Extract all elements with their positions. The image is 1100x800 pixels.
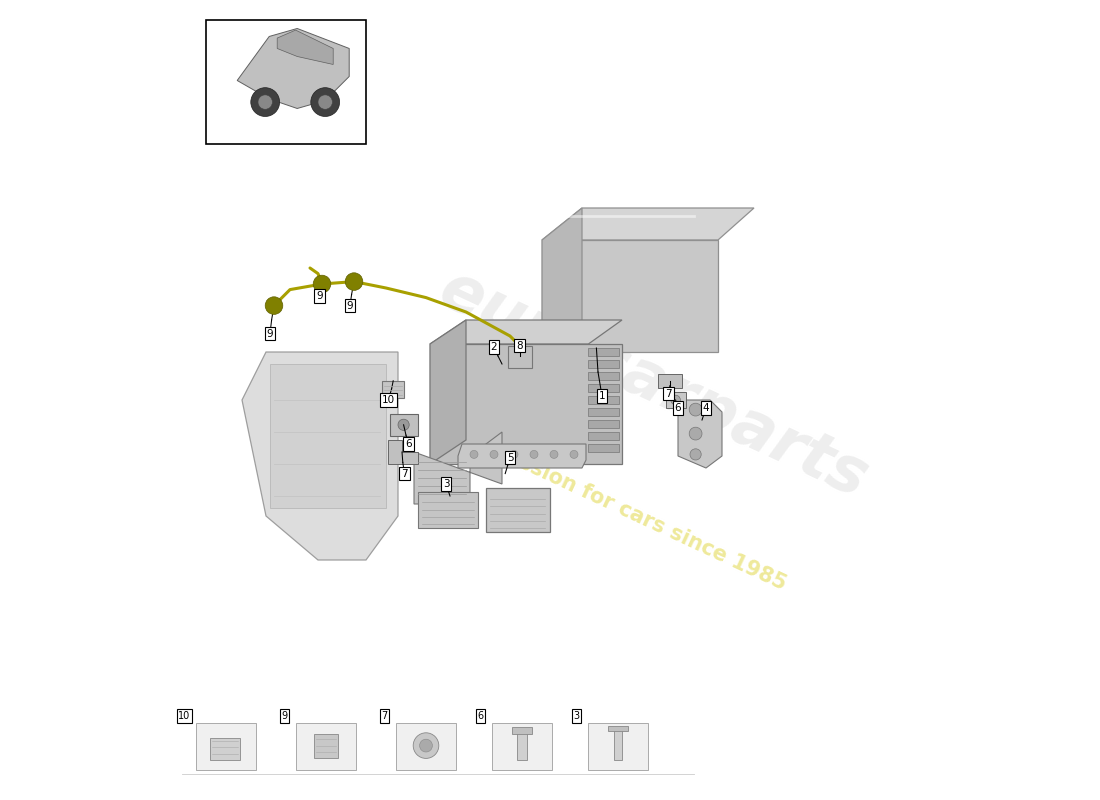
Polygon shape — [542, 208, 754, 240]
Text: 9: 9 — [282, 711, 287, 721]
Circle shape — [690, 403, 702, 416]
Bar — [296, 723, 355, 770]
Polygon shape — [458, 444, 586, 468]
Circle shape — [311, 88, 340, 117]
Polygon shape — [542, 240, 718, 352]
Circle shape — [470, 450, 478, 458]
Bar — [512, 727, 532, 734]
Text: 10: 10 — [382, 395, 395, 405]
Text: a passion for cars since 1985: a passion for cars since 1985 — [471, 430, 790, 594]
Circle shape — [414, 733, 439, 758]
Circle shape — [258, 95, 273, 110]
Text: 9: 9 — [266, 329, 273, 338]
Bar — [588, 360, 619, 368]
Bar — [210, 738, 241, 760]
Text: 6: 6 — [405, 439, 411, 449]
Bar — [588, 444, 619, 452]
Text: 2: 2 — [491, 342, 497, 352]
Bar — [517, 732, 527, 760]
Polygon shape — [414, 432, 502, 504]
Polygon shape — [678, 400, 722, 468]
Bar — [390, 414, 418, 436]
Text: 6: 6 — [674, 403, 681, 413]
Text: 7: 7 — [402, 469, 408, 478]
Circle shape — [690, 427, 702, 440]
Circle shape — [265, 297, 283, 314]
Polygon shape — [388, 440, 418, 464]
Text: 5: 5 — [507, 453, 514, 462]
Bar — [382, 381, 405, 398]
Circle shape — [510, 450, 518, 458]
Polygon shape — [430, 344, 622, 464]
Bar — [614, 730, 622, 760]
Bar — [588, 384, 619, 392]
Polygon shape — [430, 320, 622, 344]
Bar — [588, 408, 619, 416]
Circle shape — [314, 275, 331, 293]
Circle shape — [318, 95, 332, 110]
Circle shape — [570, 450, 578, 458]
Bar — [492, 723, 551, 770]
Bar — [588, 348, 619, 356]
Text: 1: 1 — [598, 391, 605, 401]
Circle shape — [690, 449, 701, 460]
Circle shape — [398, 419, 409, 430]
Polygon shape — [542, 208, 582, 352]
Text: 3: 3 — [573, 711, 580, 721]
Bar — [588, 396, 619, 404]
Polygon shape — [270, 364, 386, 508]
Polygon shape — [242, 352, 398, 560]
Bar — [588, 420, 619, 428]
Bar — [508, 346, 532, 368]
Circle shape — [490, 450, 498, 458]
Bar — [196, 723, 255, 770]
Bar — [666, 392, 686, 408]
Text: 9: 9 — [346, 301, 353, 310]
Bar — [658, 374, 682, 388]
Text: 3: 3 — [442, 479, 449, 489]
Bar — [396, 723, 455, 770]
Text: 6: 6 — [477, 711, 484, 721]
Bar — [486, 488, 550, 532]
Text: 7: 7 — [666, 389, 672, 398]
Circle shape — [530, 450, 538, 458]
Polygon shape — [238, 29, 349, 109]
Circle shape — [419, 739, 432, 752]
Text: 4: 4 — [703, 403, 710, 413]
Bar — [608, 726, 628, 731]
Bar — [587, 723, 648, 770]
Text: 10: 10 — [178, 711, 190, 721]
Text: 8: 8 — [516, 341, 522, 350]
Polygon shape — [430, 320, 466, 464]
Text: 7: 7 — [382, 711, 387, 721]
Circle shape — [345, 273, 363, 290]
Bar — [418, 492, 478, 528]
Bar — [588, 372, 619, 380]
Text: eurocarparts: eurocarparts — [430, 258, 878, 510]
Circle shape — [671, 395, 681, 405]
Text: 9: 9 — [317, 291, 323, 301]
Bar — [314, 734, 338, 758]
Polygon shape — [277, 30, 333, 65]
Circle shape — [251, 88, 279, 117]
Bar — [588, 432, 619, 440]
Bar — [206, 20, 366, 144]
Circle shape — [550, 450, 558, 458]
